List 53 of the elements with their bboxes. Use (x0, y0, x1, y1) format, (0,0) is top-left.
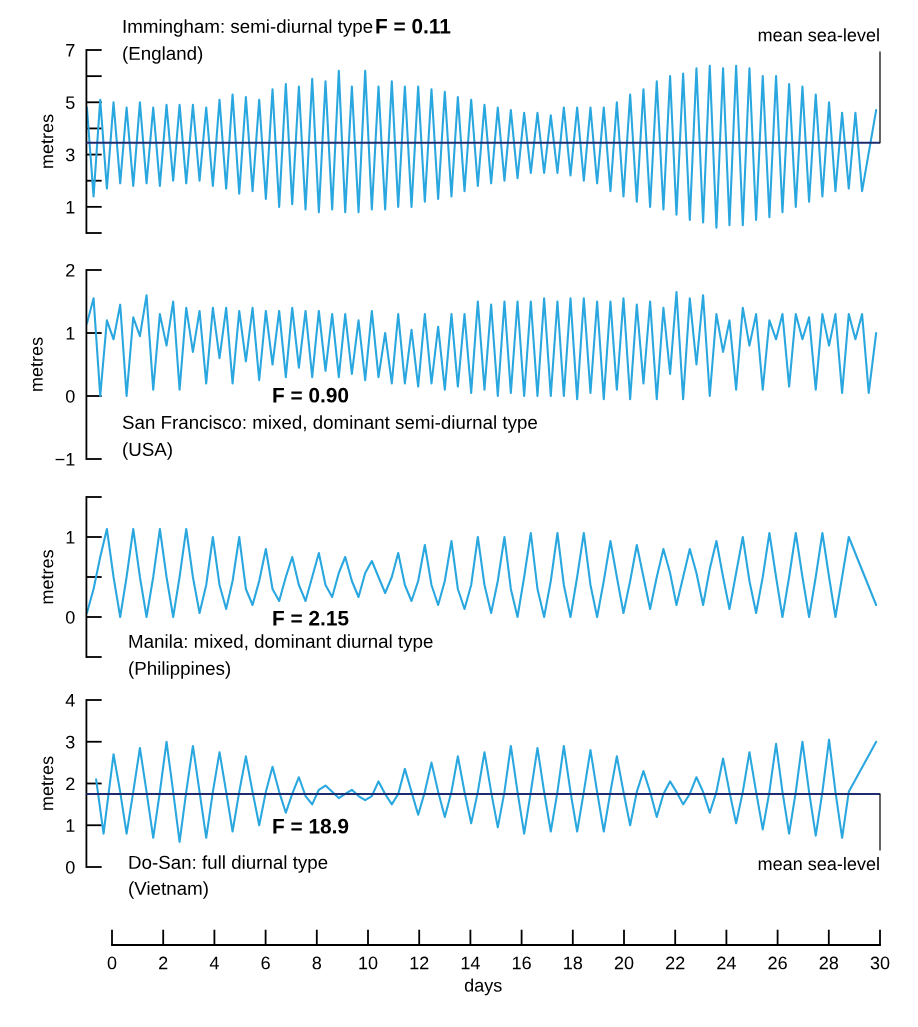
x-tick-label: 20 (614, 956, 634, 970)
text: F = 0.11 (376, 18, 451, 34)
x-tick-label: 4 (209, 956, 219, 970)
y-tick-label: 3 (65, 735, 75, 749)
x-tick-label: 22 (666, 956, 685, 970)
x-tick-label: 10 (359, 956, 378, 970)
line-series (95, 738, 878, 843)
y-tick-label: 1 (66, 327, 75, 340)
x-tick-label: 0 (107, 956, 117, 970)
y-tick-label: 1 (66, 819, 75, 832)
y-tick-label: −1 (55, 453, 75, 466)
y-tick-label: 0 (65, 860, 75, 874)
annotation: (USA) (123, 442, 172, 460)
x-axis-title: days (464, 978, 502, 996)
annotation: F = 2.15 (273, 610, 349, 626)
x-tick-label: 18 (564, 956, 583, 970)
x-tick-label: 16 (512, 956, 531, 970)
y-tick-label: 0 (65, 389, 75, 403)
y-axis-title: metres (41, 756, 54, 810)
y-tick-label: 0 (65, 610, 75, 624)
text: (Philippines) (129, 661, 231, 679)
text: (Vietnam) (129, 881, 208, 899)
y-tick-label: 1 (66, 531, 75, 544)
y-tick-label: 4 (65, 694, 75, 707)
y-axis-title: metres (41, 550, 54, 604)
x-tick-label: 24 (717, 956, 736, 970)
annotation: F = 0.90 (273, 387, 349, 403)
x-tick-label: 8 (312, 956, 322, 970)
x-tick-label: 28 (819, 956, 839, 970)
x-tick-label: 14 (461, 956, 480, 970)
x-tick-label: 2 (159, 956, 168, 970)
x-tick-label: 6 (261, 956, 270, 970)
line-series (86, 291, 878, 401)
x-tick-label: 30 (870, 956, 890, 970)
y-tick-label: 2 (66, 777, 75, 791)
x-tick-label: 12 (410, 956, 429, 970)
y-axis-title: metres (30, 337, 43, 391)
y-tick-label: 5 (65, 96, 75, 110)
text: Immingham: semi-diurnal type (123, 19, 373, 37)
y-tick-label: 1 (66, 200, 75, 214)
annotation: Manila: mixed, dominant diurnal type (129, 634, 433, 652)
x-tick-label: 26 (768, 956, 787, 970)
annotation: San Francisco: mixed, dominant semi-diurnal type (122, 415, 537, 433)
ref-line-label: mean sea-level (758, 28, 879, 42)
y-axis-title: metres (41, 114, 54, 168)
ref-line-label: mean sea-level (758, 857, 879, 871)
line-series (86, 64, 878, 229)
y-tick-label: 7 (66, 44, 75, 57)
y-tick-label: 2 (66, 263, 75, 277)
annotation: Do-San: full diurnal type (129, 855, 328, 873)
annotation: F = 18.9 (273, 818, 349, 834)
annotation: (England) (123, 46, 203, 64)
y-tick-label: 3 (65, 148, 75, 162)
